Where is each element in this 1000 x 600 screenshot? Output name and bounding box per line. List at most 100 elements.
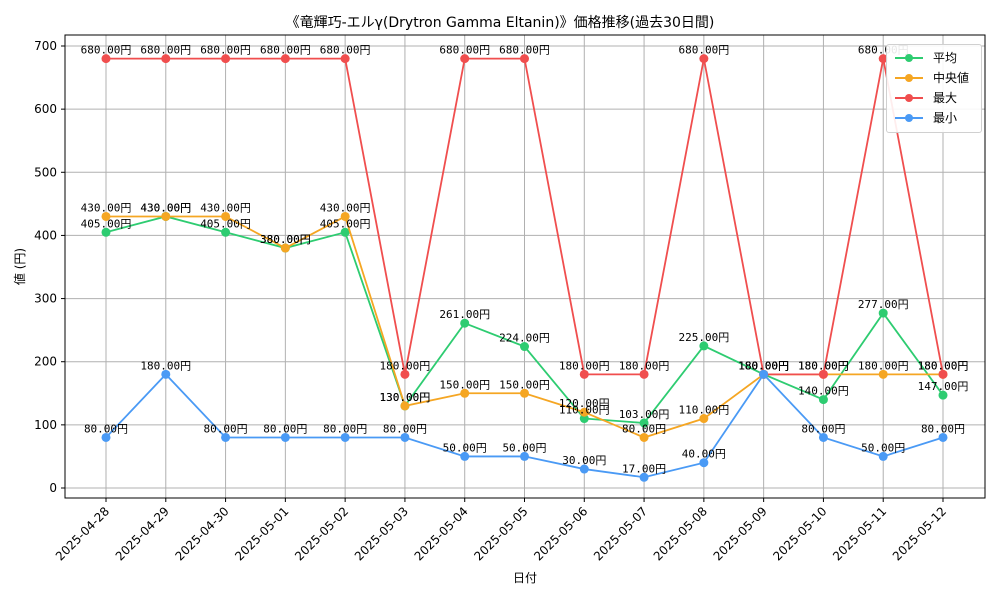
data-label: 680.00円 [439,44,490,57]
data-label: 80.00円 [383,422,427,435]
data-label: 50.00円 [502,441,546,454]
data-point [400,432,410,442]
data-label: 430.00円 [140,201,191,214]
legend-item: 中央値 [887,68,981,88]
data-label: 680.00円 [140,44,191,57]
legend-marker-icon [905,94,913,102]
data-label: 50.00円 [443,441,487,454]
x-tick-label: 2025-05-06 [531,504,590,563]
data-point [639,418,649,428]
data-label: 80.00円 [323,422,367,435]
data-point [101,211,111,221]
data-point [639,472,649,482]
legend-label: 最大 [933,91,958,105]
data-point [101,432,111,442]
legend: 平均 中央値 最大 最小 [886,44,982,133]
data-label: 680.00円 [678,44,729,57]
y-tick-label: 400 [34,228,57,242]
y-tick-label: 200 [34,355,57,369]
data-label: 180.00円 [798,359,849,372]
data-label: 80.00円 [801,422,845,435]
legend-item: 平均 [887,48,981,68]
data-label: 180.00円 [380,359,431,372]
data-point [579,464,589,474]
data-label: 225.00円 [678,331,729,344]
y-tick-label: 700 [34,39,57,53]
x-tick-label: 2025-04-29 [113,504,172,563]
data-point [400,369,410,379]
data-label: 180.00円 [918,359,969,372]
data-label: 80.00円 [84,422,128,435]
data-label: 80.00円 [263,422,307,435]
y-tick-label: 0 [49,481,57,495]
data-point [221,54,231,64]
data-label: 680.00円 [499,44,550,57]
x-tick-label: 2025-05-02 [292,504,351,563]
data-point [579,369,589,379]
data-label: 380.00円 [260,233,311,246]
data-label: 17.00円 [622,462,666,475]
x-tick-label: 2025-05-09 [711,504,770,563]
data-label: 180.00円 [858,359,909,372]
x-tick-label: 2025-05-10 [770,504,829,563]
x-tick-label: 2025-04-28 [53,504,112,563]
data-point [938,432,948,442]
data-label: 130.00円 [380,391,431,404]
legend-label: 平均 [933,51,958,65]
data-point [579,407,589,417]
y-tick-label: 100 [34,418,57,432]
x-tick-label: 2025-05-12 [890,504,949,563]
data-label: 50.00円 [861,441,905,454]
data-label: 430.00円 [81,201,132,214]
data-point [101,54,111,64]
data-point [340,211,350,221]
data-point [460,318,470,328]
data-point [280,432,290,442]
data-label: 147.00円 [918,380,969,393]
data-point [460,388,470,398]
x-tick-label: 2025-05-11 [830,504,889,563]
data-label: 110.00円 [678,404,729,417]
data-point [818,369,828,379]
legend-label: 最小 [933,111,958,125]
data-point [340,227,350,237]
data-label: 680.00円 [260,44,311,57]
legend-label: 中央値 [933,71,970,85]
data-label: 430.00円 [320,201,371,214]
legend-item: 最小 [887,108,981,128]
data-point [818,432,828,442]
x-tick-label: 2025-05-08 [651,504,710,563]
data-point [460,54,470,64]
data-label: 180.00円 [738,359,789,372]
legend-marker-icon [905,114,913,122]
y-tick-label: 600 [34,102,57,116]
x-tick-label: 2025-04-30 [172,504,231,563]
data-point [161,54,171,64]
data-label: 224.00円 [499,332,550,345]
data-label: 120.00円 [559,397,610,410]
data-point [400,401,410,411]
data-point [699,341,709,351]
data-label: 150.00円 [499,378,550,391]
data-label: 80.00円 [921,422,965,435]
data-point [340,432,350,442]
data-label: 680.00円 [320,44,371,57]
data-point [699,414,709,424]
data-point [460,451,470,461]
data-point [938,390,948,400]
data-point [878,308,888,318]
data-label: 180.00円 [619,359,670,372]
data-point [221,211,231,221]
data-point [520,451,529,461]
data-point [161,369,171,379]
legend-item: 最大 [887,88,981,108]
data-label: 130.00円 [380,391,431,404]
data-point [221,432,231,442]
x-tick-label: 2025-05-07 [591,504,650,563]
data-label: 430.00円 [140,201,191,214]
data-label: 430.00円 [200,201,251,214]
data-label: 110.00円 [559,404,610,417]
data-point [280,243,290,253]
data-label: 80.00円 [622,422,666,435]
x-tick-label: 2025-05-01 [232,504,291,563]
